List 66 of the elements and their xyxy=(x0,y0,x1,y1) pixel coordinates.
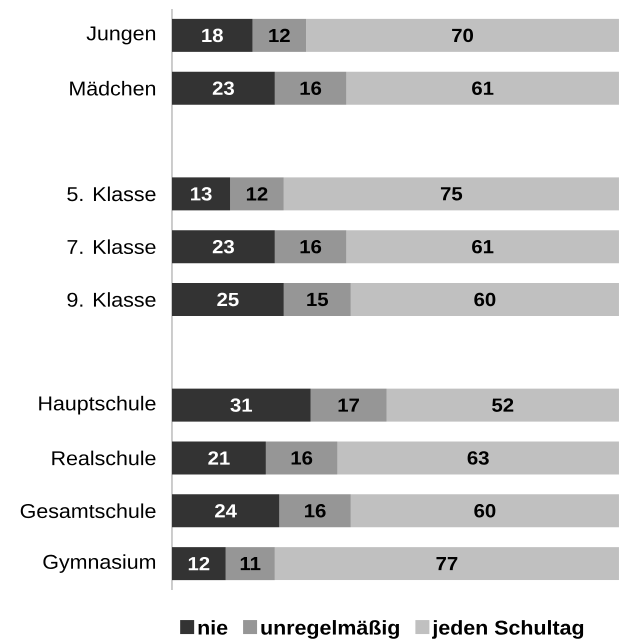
data-label: 24 xyxy=(215,504,237,518)
bar xyxy=(274,72,346,105)
bar xyxy=(346,72,619,105)
legend-label: nie xyxy=(198,620,228,635)
bar xyxy=(386,388,619,422)
bar xyxy=(252,18,306,52)
data-label: 18 xyxy=(202,28,223,42)
y-tick-label: 7. Klasse xyxy=(68,239,156,254)
data-label: 16 xyxy=(300,240,322,254)
bar xyxy=(346,230,619,264)
data-label: 61 xyxy=(472,240,494,254)
data-label: 25 xyxy=(217,292,239,306)
bar xyxy=(172,72,275,105)
y-tick-label: Gesamtschule xyxy=(20,503,156,518)
y-tick-label: Jungen xyxy=(86,26,156,44)
y-tick-label: 5. Klasse xyxy=(67,186,156,202)
data-label: 23 xyxy=(212,81,234,95)
data-label: 15 xyxy=(307,292,328,306)
data-label: 16 xyxy=(300,82,322,95)
bar xyxy=(350,494,619,528)
bar xyxy=(226,547,275,580)
legend-label: unregelmäßig xyxy=(261,620,399,639)
bar xyxy=(172,230,275,264)
bar xyxy=(230,177,284,210)
bar xyxy=(337,441,619,474)
y-tick-label: Gymnasium xyxy=(43,554,156,573)
data-label: 17 xyxy=(338,398,359,412)
bar xyxy=(284,177,619,210)
y-tick-label: Mädchen xyxy=(70,80,156,96)
bar xyxy=(350,283,619,316)
data-label: 12 xyxy=(246,187,268,200)
bar xyxy=(284,283,351,316)
data-label: 60 xyxy=(474,292,496,306)
bar xyxy=(306,18,619,52)
bar xyxy=(266,441,338,474)
bar xyxy=(172,177,230,210)
data-label: 52 xyxy=(492,398,514,412)
data-label: 13 xyxy=(191,187,212,201)
bar xyxy=(310,388,387,422)
data-label: 16 xyxy=(292,451,312,465)
bar xyxy=(274,230,346,264)
data-label: 70 xyxy=(452,28,474,42)
bar xyxy=(172,388,311,422)
bar xyxy=(172,494,280,528)
data-label: 21 xyxy=(208,451,230,465)
bar xyxy=(274,547,619,580)
y-tick-label: 9. Klasse xyxy=(67,292,156,307)
data-label: 12 xyxy=(188,556,210,570)
data-label: 61 xyxy=(472,82,494,95)
legend-label: jeden Schultag xyxy=(432,620,584,639)
data-label: 31 xyxy=(230,398,252,412)
data-label: 16 xyxy=(305,504,326,518)
data-label: 23 xyxy=(212,240,234,254)
bar xyxy=(172,547,226,580)
data-label: 77 xyxy=(436,557,458,570)
data-label: 60 xyxy=(474,504,496,518)
y-tick-label: Hauptschule xyxy=(39,396,156,414)
data-label: 75 xyxy=(440,187,462,200)
bar xyxy=(172,283,284,316)
y-tick-label: Realschule xyxy=(52,450,156,466)
data-label: 63 xyxy=(468,451,489,465)
data-label: 12 xyxy=(269,28,290,42)
bar xyxy=(279,494,351,528)
bar xyxy=(172,441,266,474)
bar xyxy=(172,18,252,52)
data-label: 11 xyxy=(240,557,260,570)
